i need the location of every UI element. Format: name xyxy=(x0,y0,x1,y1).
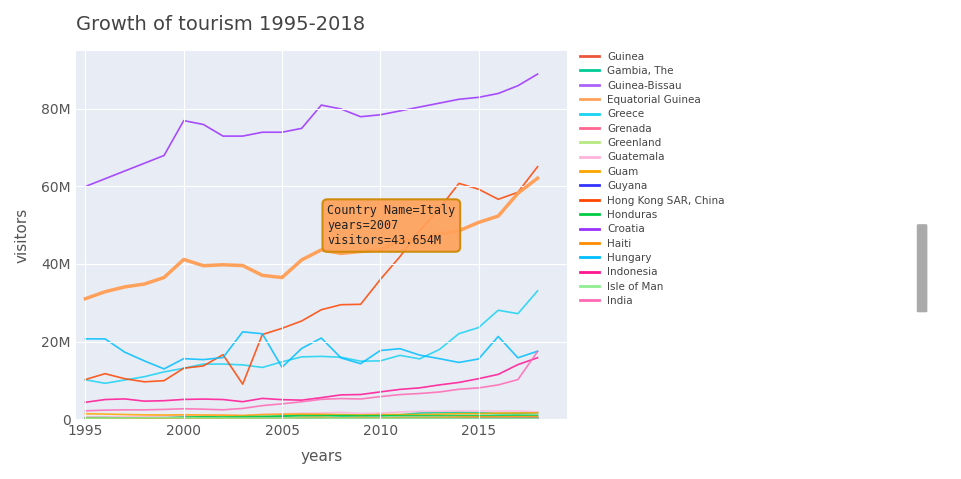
Text: Country Name=Italy
years=2007
visitors=43.654M: Country Name=Italy years=2007 visitors=4… xyxy=(327,204,455,247)
Legend: Guinea, Gambia, The, Guinea-Bissau, Equatorial Guinea, Greece, Grenada, Greenlan: Guinea, Gambia, The, Guinea-Bissau, Equa… xyxy=(577,49,727,309)
Y-axis label: visitors: visitors xyxy=(15,207,30,262)
Text: Growth of tourism 1995-2018: Growth of tourism 1995-2018 xyxy=(76,15,364,34)
X-axis label: years: years xyxy=(300,449,342,464)
